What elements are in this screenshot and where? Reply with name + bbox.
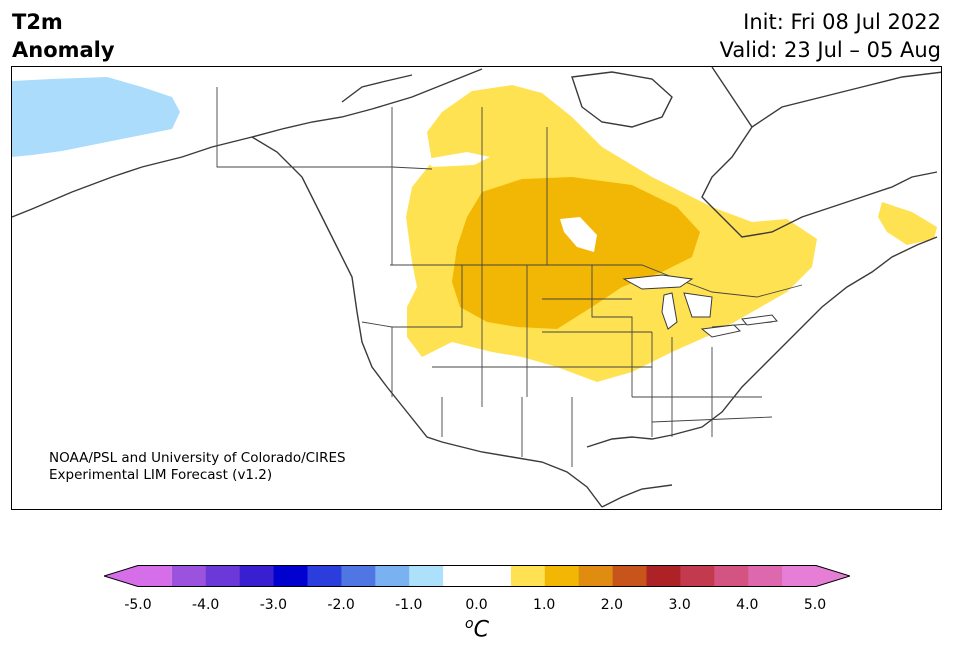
colorbar-segment: [578, 565, 614, 587]
colorbar-tick-label: -1.0: [395, 597, 423, 613]
colorbar-segment: [273, 565, 308, 587]
colorbar-segment: [782, 565, 850, 587]
colorbar-unit: oC: [465, 616, 489, 643]
colorbar-segment: [171, 565, 207, 587]
colorbar-segment: [375, 565, 410, 587]
colorbar-segment: [307, 565, 342, 587]
colorbar-tick-label: 1.0: [533, 597, 556, 613]
colorbar-segment: [477, 565, 512, 587]
colorbar-tick-label: -5.0: [124, 597, 152, 613]
colorbar-tick-label: 0.0: [465, 597, 488, 613]
colorbar-segment: [646, 565, 681, 587]
colorbar-segment: [443, 565, 478, 587]
colorbar-segment: [409, 565, 444, 587]
coastlines: [12, 67, 941, 508]
colorbar-segment: [612, 565, 647, 587]
colorbar-tick-label: 5.0: [803, 597, 827, 613]
title-line-2: Anomaly: [12, 38, 115, 62]
colorbar-tick-label: -4.0: [192, 597, 220, 613]
colorbar-tick-label: 3.0: [668, 597, 691, 613]
colorbar-segment: [510, 565, 546, 587]
map-canvas: [12, 67, 941, 508]
colorbar-tick-label: 2.0: [600, 597, 624, 613]
credit-text: NOAA/PSL and University of Colorado/CIRE…: [49, 450, 346, 484]
warm-anomaly-core: [452, 177, 700, 329]
great-lakes: [622, 274, 778, 338]
colorbar: [102, 565, 852, 587]
cold-anomaly-alaska: [12, 77, 180, 157]
credit-line-2: Experimental LIM Forecast (v1.2): [49, 467, 273, 483]
colorbar-segment: [341, 565, 376, 587]
borders: [216, 87, 803, 467]
core-hole: [560, 217, 597, 252]
colorbar-segment: [680, 565, 715, 587]
colorbar-segment: [104, 565, 172, 587]
init-date: Init: Fri 08 Jul 2022: [743, 10, 941, 34]
colorbar-ticks: -5.0 -4.0 -3.0 -2.0 -1.0 0.0 1.0 2.0 3.0 4.0 5.0: [0, 597, 953, 617]
colorbar-tick-label: -3.0: [259, 597, 288, 613]
warm-anomaly-maine: [878, 202, 937, 245]
colorbar-svg: [102, 565, 852, 587]
colorbar-segment: [714, 565, 749, 587]
date-block: Init: Fri 08 Jul 2022 Valid: 23 Jul – 05…: [720, 8, 941, 64]
lakes-hole: [426, 152, 490, 167]
valid-range: Valid: 23 Jul – 05 Aug: [719, 38, 941, 62]
colorbar-tick-label: 4.0: [736, 597, 759, 613]
colorbar-tick-label: -2.0: [327, 597, 355, 613]
credit-line-1: NOAA/PSL and University of Colorado/CIRE…: [49, 450, 346, 466]
title-block: T2m Anomaly: [12, 8, 115, 64]
colorbar-segment: [239, 565, 275, 587]
forecast-map: [11, 66, 942, 510]
colorbar-segment: [748, 565, 783, 587]
colorbar-segment: [544, 565, 580, 587]
title-line-1: T2m: [12, 10, 63, 34]
colorbar-segment: [205, 565, 241, 587]
